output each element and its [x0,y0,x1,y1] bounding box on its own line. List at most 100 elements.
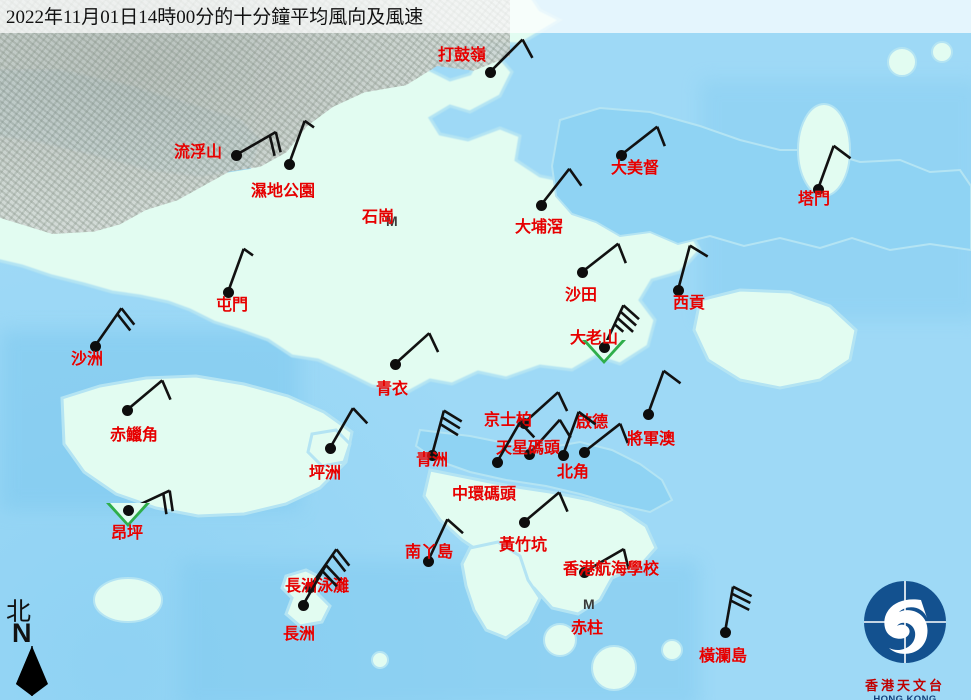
station-label: 大美督 [611,160,660,177]
land-lamma [460,540,542,640]
compass-needle-icon [16,646,48,696]
station-label: 沙洲 [71,351,104,368]
island-dot-5 [887,47,917,77]
station-dot[interactable] [518,516,530,528]
wind-barb-icon [583,547,630,574]
station-dot[interactable] [523,448,535,460]
station-dot[interactable] [518,417,530,429]
station-label: 橫瀾島 [699,648,748,665]
station-dot[interactable] [578,566,590,578]
wind-barb-icon [235,130,282,157]
station-dot[interactable] [484,66,496,78]
station-dot[interactable] [615,149,627,161]
station-label: 青洲 [416,452,449,469]
island-dot-6 [931,41,953,63]
station-label: 長洲 [283,626,316,643]
station-label: 將軍澳 [627,431,676,448]
station-label: 赤鱲角 [110,427,159,444]
station-label: 香港航海學校 [563,561,660,578]
wind-barb-icon [287,119,315,165]
station-dot[interactable] [122,504,134,516]
wind-barb-icon [126,379,172,411]
wind-barb-icon [426,518,464,562]
island-dot-4 [371,651,389,669]
station-label: 西貢 [673,295,706,312]
wind-barb-icon [676,244,709,291]
wind-barb-icon [646,369,682,415]
land-sai-kung-islands [692,288,858,390]
station-dot[interactable] [812,183,824,195]
page-title: 2022年11月01日14時00分的十分鐘平均風向及風速 [6,7,424,28]
station-dot[interactable] [642,408,654,420]
station-label: 天星碼頭 [496,440,561,457]
station-dot[interactable] [422,555,434,567]
wind-barb-icon [394,332,440,365]
compass-label-zh: 北 [6,599,32,626]
station-dot[interactable] [557,449,569,461]
station-label: 流浮山 [174,144,223,161]
station-dot[interactable] [598,341,610,353]
station-dot[interactable] [230,149,242,161]
station-dot[interactable] [576,266,588,278]
wind-barb-icon [620,125,667,157]
station-label: 赤柱 [571,620,604,637]
station-label: 打鼓嶺 [438,47,487,64]
station-label: 沙田 [565,287,598,304]
station-label: 中環碼頭 [452,486,517,503]
wind-barb-icon [226,247,254,293]
station-label: 塔門 [798,191,831,208]
wind-barb-icon [523,391,569,424]
station-dot[interactable] [426,449,438,461]
island-dot-1 [543,623,577,657]
island-po-toi [93,577,163,623]
station-dot[interactable] [297,599,309,611]
wind-barb-icon [583,422,630,454]
station-label: 大老山 [570,330,619,347]
island-tap-mun [797,103,851,197]
station-label: 南丫島 [405,544,454,561]
wind-barb-icon [523,491,569,523]
island-dot-2 [591,645,637,691]
wind-barb-icon [489,38,534,73]
compass-rose: 北 N [4,592,76,696]
wind-barb-icon [539,167,583,206]
station-dot[interactable] [121,404,133,416]
station-dot[interactable] [578,446,590,458]
station-label: 濕地公園 [251,183,316,200]
wind-barb-icon [328,407,369,449]
compass-label-en: N [12,618,32,648]
station-dot[interactable] [283,158,295,170]
station-label: 石崗 [362,209,395,226]
wind-barb-icon [581,242,628,274]
station-label: 青衣 [376,381,409,398]
station-dot[interactable] [535,199,547,211]
station-label: 大埔滘 [515,219,564,236]
station-maintenance-marker: M [386,213,398,229]
station-dot[interactable] [389,358,401,370]
wind-barb-icon [816,144,852,190]
station-label: 昂坪 [111,525,144,542]
station-dot[interactable] [324,442,336,454]
island-dot-3 [661,639,683,661]
land-lantau [60,374,354,518]
station-label: 坪洲 [309,465,342,482]
station-dot[interactable] [89,340,101,352]
station-dot[interactable] [672,284,684,296]
hko-logo-name-en: HONG KONG OBSERVATORY [873,694,937,700]
wind-barb-icon [723,585,753,633]
title-band [0,0,971,33]
station-dot[interactable] [304,581,316,593]
wind-barb-icon [430,409,463,456]
station-label: 屯門 [216,297,249,314]
hko-logo-name-zh: 香港天文台 [864,678,945,693]
station-dot[interactable] [491,456,503,468]
wind-barb-icon [301,564,342,606]
hko-logo-mark-icon [864,581,946,663]
station-dot[interactable] [719,626,731,638]
hko-logo: 香港天文台 HONG KONG OBSERVATORY [843,578,967,700]
station-dot[interactable] [222,286,234,298]
wind-barb-icon [495,421,536,463]
wind-barb-icon [528,418,572,455]
inlet-victoria-harbour [414,428,674,514]
